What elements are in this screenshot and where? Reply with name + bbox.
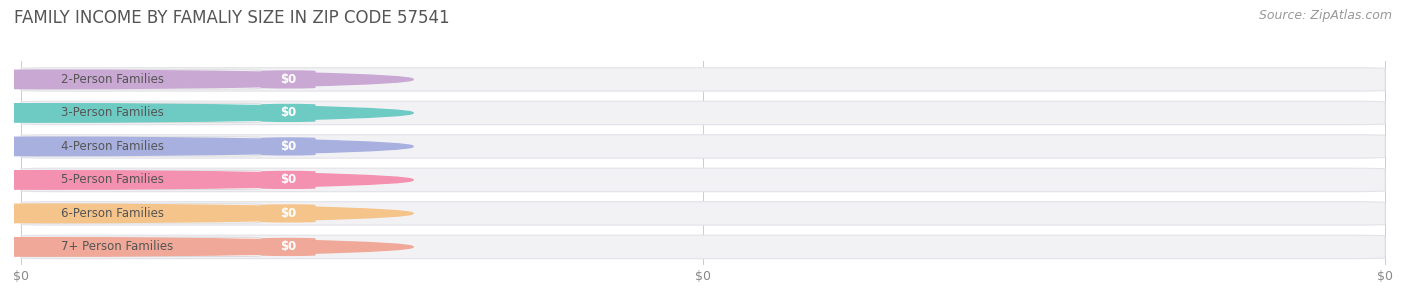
FancyBboxPatch shape	[22, 204, 262, 223]
Text: $0: $0	[280, 106, 297, 120]
Circle shape	[0, 171, 413, 189]
FancyBboxPatch shape	[262, 238, 315, 256]
Text: 4-Person Families: 4-Person Families	[62, 140, 165, 153]
FancyBboxPatch shape	[21, 68, 1385, 91]
FancyBboxPatch shape	[262, 171, 315, 189]
FancyBboxPatch shape	[21, 235, 1385, 259]
Text: 5-Person Families: 5-Person Families	[62, 174, 165, 186]
Text: $0: $0	[280, 140, 297, 153]
Text: $0: $0	[280, 73, 297, 86]
FancyBboxPatch shape	[21, 202, 1385, 225]
Text: $0: $0	[280, 174, 297, 186]
FancyBboxPatch shape	[21, 101, 1385, 125]
FancyBboxPatch shape	[262, 104, 315, 122]
Text: 6-Person Families: 6-Person Families	[62, 207, 165, 220]
Circle shape	[0, 238, 413, 256]
FancyBboxPatch shape	[22, 103, 262, 123]
FancyBboxPatch shape	[22, 237, 262, 257]
FancyBboxPatch shape	[21, 135, 1385, 158]
FancyBboxPatch shape	[22, 70, 262, 89]
FancyBboxPatch shape	[262, 204, 315, 223]
FancyBboxPatch shape	[22, 170, 262, 189]
FancyBboxPatch shape	[262, 70, 315, 88]
Circle shape	[0, 104, 413, 122]
FancyBboxPatch shape	[22, 137, 262, 156]
Text: 7+ Person Families: 7+ Person Families	[62, 240, 173, 253]
FancyBboxPatch shape	[262, 137, 315, 156]
Text: 3-Person Families: 3-Person Families	[62, 106, 165, 120]
Text: $0: $0	[280, 240, 297, 253]
Circle shape	[0, 204, 413, 223]
Circle shape	[0, 70, 413, 89]
Text: Source: ZipAtlas.com: Source: ZipAtlas.com	[1258, 9, 1392, 22]
Text: FAMILY INCOME BY FAMALIY SIZE IN ZIP CODE 57541: FAMILY INCOME BY FAMALIY SIZE IN ZIP COD…	[14, 9, 450, 27]
FancyBboxPatch shape	[21, 168, 1385, 192]
Text: 2-Person Families: 2-Person Families	[62, 73, 165, 86]
Text: $0: $0	[280, 207, 297, 220]
Circle shape	[0, 137, 413, 156]
